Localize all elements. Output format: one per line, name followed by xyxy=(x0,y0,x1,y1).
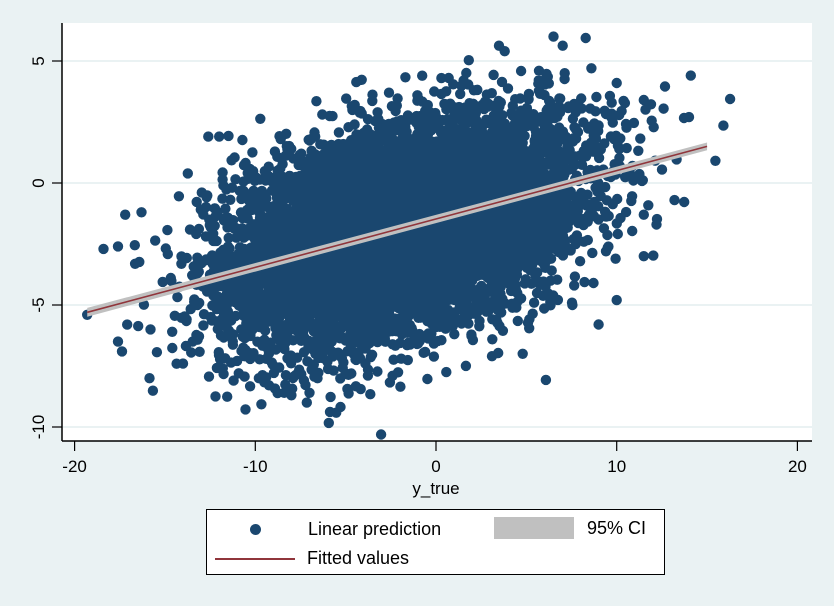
legend: Linear prediction 95% CI Fitted values xyxy=(206,509,665,575)
marker-dots xyxy=(82,31,736,440)
legend-item-fitted-values: Fitted values xyxy=(215,548,409,569)
legend-label: Fitted values xyxy=(307,548,410,568)
line-marker-icon xyxy=(215,557,295,560)
fitted-line xyxy=(87,145,708,314)
y-tick-label: -5 xyxy=(29,297,48,312)
x-tick-label: -10 xyxy=(243,457,268,476)
y-tick-label: -10 xyxy=(29,415,48,440)
legend-item-linear-prediction: Linear prediction xyxy=(250,519,441,540)
fit-line xyxy=(87,145,708,314)
x-tick-label: -20 xyxy=(62,457,87,476)
legend-label: 95% CI xyxy=(587,517,647,538)
x-axis-title: y_true xyxy=(412,479,459,498)
y-tick-label: 5 xyxy=(29,56,48,65)
ci-swatch-icon xyxy=(494,517,574,539)
x-tick-label: 20 xyxy=(788,457,807,476)
legend-item-95-ci: 95% CI xyxy=(494,517,646,539)
scatter-points xyxy=(82,31,736,440)
y-axis-ticks: -10 -5 0 5 xyxy=(29,56,62,439)
x-tick-label: 0 xyxy=(431,457,440,476)
dot-marker-icon xyxy=(250,524,261,535)
y-tick-label: 0 xyxy=(29,178,48,187)
x-axis-ticks: -20 -10 0 10 20 xyxy=(62,441,807,476)
x-tick-label: 10 xyxy=(607,457,626,476)
legend-label: Linear prediction xyxy=(308,519,442,539)
